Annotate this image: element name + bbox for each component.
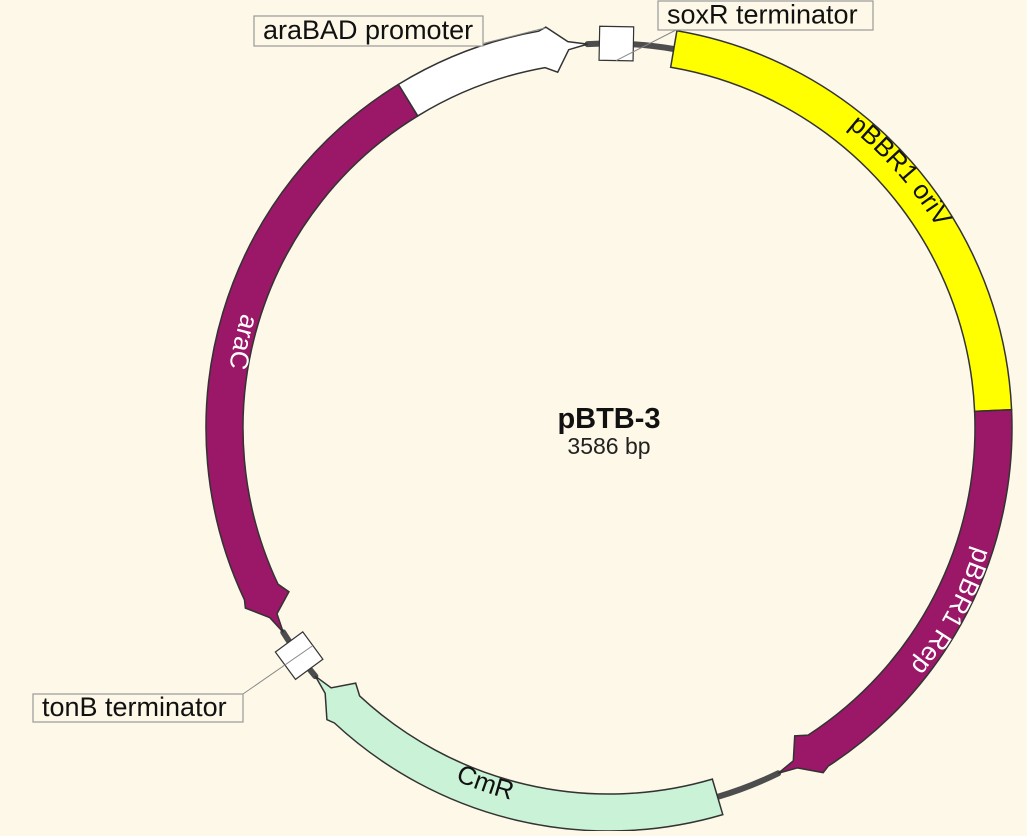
svg-text:3586 bp: 3586 bp [567,433,650,459]
svg-text:araBAD promoter: araBAD promoter [263,15,473,45]
svg-text:soxR terminator: soxR terminator [667,0,858,30]
svg-text:pBTB-3: pBTB-3 [557,403,660,435]
svg-text:tonB terminator: tonB terminator [42,692,227,722]
